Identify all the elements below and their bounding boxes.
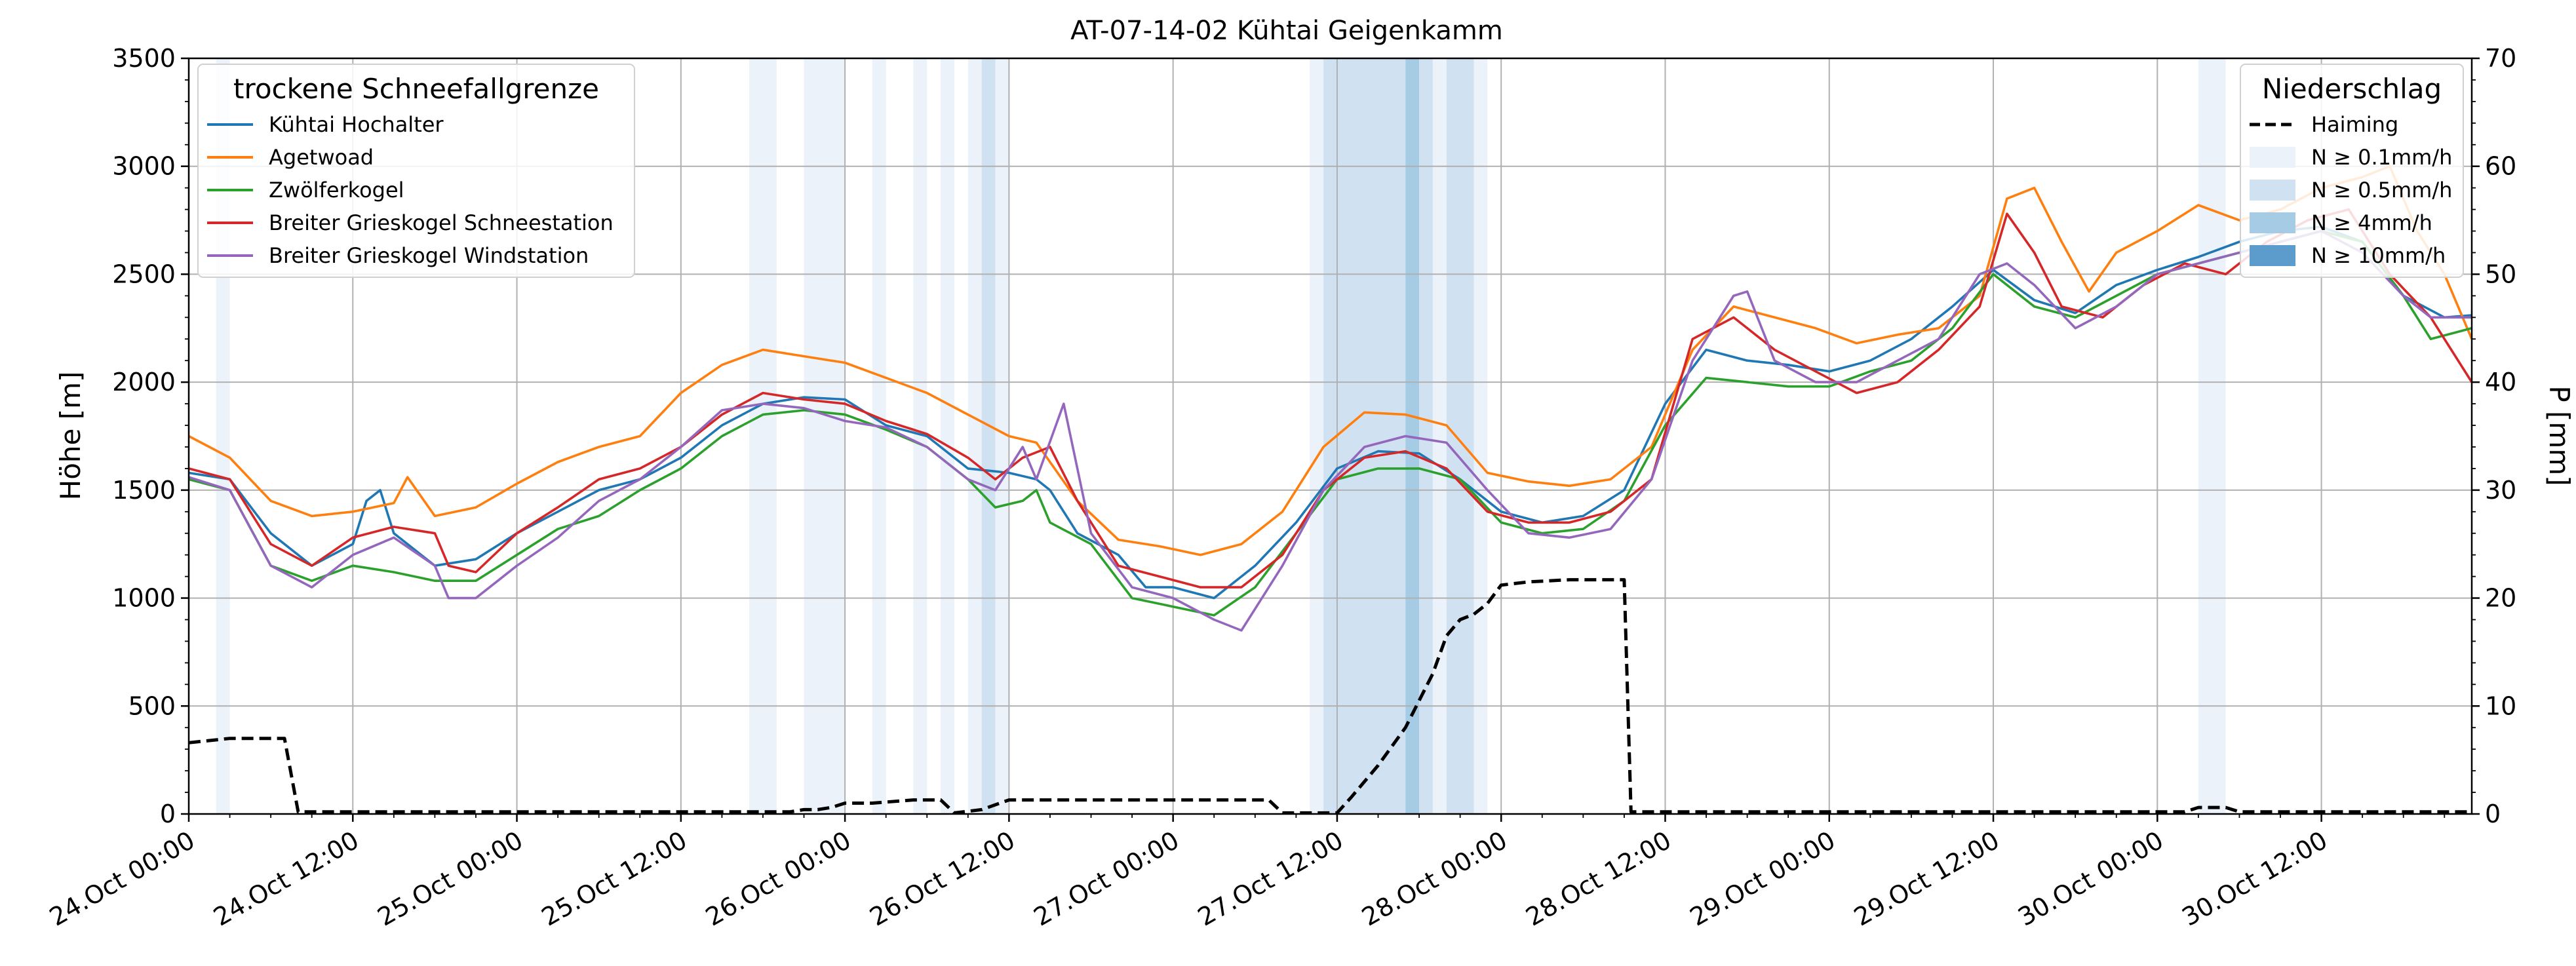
- precip-band-3: [872, 58, 886, 814]
- y-axis-right-label: P [mm]: [2543, 385, 2575, 486]
- precip-band-6: [967, 58, 982, 814]
- legend-entry-breiter-grieskogel-schneestation: Breiter Grieskogel Schneestation: [269, 210, 614, 235]
- precip-band-9: [1310, 58, 1324, 814]
- y-left-tick-label: 2500: [112, 260, 176, 288]
- x-tick-label: 30.Oct 12:00: [2177, 826, 2333, 932]
- legend-entry-band-2: N ≥ 0.5mm/h: [2311, 178, 2452, 203]
- y-left-tick-label: 500: [128, 691, 176, 720]
- legend-right-entries: Haiming N ≥ 0.1mm/h N ≥ 0.5mm/h N ≥ 4mm/h N …: [2250, 112, 2452, 268]
- y-left-tick-label: 3500: [112, 44, 176, 73]
- legend-entry-band-1: N ≥ 0.1mm/h: [2311, 145, 2452, 170]
- x-tick-label: 30.Oct 00:00: [2013, 826, 2168, 932]
- series-lines: [188, 164, 2473, 815]
- y-right-tick-label: 10: [2485, 691, 2516, 720]
- legend-entry-haiming: Haiming: [2311, 112, 2398, 137]
- legend-swatch-band-2: [2250, 180, 2295, 201]
- x-tick-label: 24.Oct 00:00: [45, 826, 200, 932]
- legend-left-frame: [197, 64, 635, 278]
- series-line-breiter-grieskogel-windstation: [188, 229, 2472, 632]
- legend-right-frame: [2240, 64, 2464, 278]
- legend-entry-breiter-grieskogel-windstation: Breiter Grieskogel Windstation: [269, 243, 589, 268]
- x-tick-label: 28.Oct 00:00: [1357, 826, 1512, 932]
- y-right-tick-label: 0: [2485, 800, 2501, 828]
- legend-entry-band-3: N ≥ 4mm/h: [2311, 210, 2432, 235]
- x-tick-label: 26.Oct 00:00: [701, 826, 856, 932]
- y-axis-left-label: Höhe [m]: [54, 372, 87, 501]
- x-tick-label: 27.Oct 00:00: [1029, 826, 1184, 932]
- y-right-tick-label: 50: [2485, 260, 2516, 288]
- series-line-agetwoad: [188, 164, 2473, 556]
- x-tick-label: 29.Oct 12:00: [1849, 826, 2004, 932]
- y-left-tick-label: 2000: [112, 368, 176, 396]
- legend-entry-kuhtai-hochalter: Kühtai Hochalter: [269, 112, 444, 137]
- precip-band-16: [2198, 58, 2226, 814]
- precip-band-2: [804, 58, 846, 814]
- y-left-tick-label: 1000: [112, 584, 176, 613]
- precip-band-7: [981, 58, 996, 814]
- precip-band-14: [1446, 58, 1474, 814]
- legend-right: Niederschlag Haiming N ≥ 0.1mm/h N ≥ 0.5mm…: [2240, 64, 2464, 278]
- x-tick-label: 25.Oct 12:00: [537, 826, 692, 932]
- y-left-tick-label: 0: [160, 800, 176, 828]
- y-right-tick-label: 20: [2485, 584, 2516, 613]
- precip-band-8: [995, 58, 1009, 814]
- x-tick-label: 27.Oct 12:00: [1193, 826, 1348, 932]
- x-tick-label: 26.Oct 12:00: [865, 826, 1020, 932]
- precip-band-5: [941, 58, 954, 814]
- y-right-tick-label: 70: [2485, 44, 2516, 73]
- y-left-tick-label: 1500: [112, 476, 176, 505]
- precip-band-4: [913, 58, 927, 814]
- legend-swatch-band-1: [2250, 147, 2295, 168]
- legend-entry-agetwoad: Agetwoad: [269, 145, 374, 170]
- y-right-tick-label: 40: [2485, 368, 2516, 396]
- chart-title: AT-07-14-02 Kühtai Geigenkamm: [1070, 16, 1503, 46]
- legend-swatch-band-4: [2250, 245, 2295, 266]
- precip-band-12: [1419, 58, 1433, 814]
- legend-left-title: trockene Schneefallgrenze: [233, 73, 599, 105]
- series-line-haiming: [188, 578, 2472, 815]
- precip-band-1: [749, 58, 777, 814]
- x-tick-label: 25.Oct 00:00: [373, 826, 528, 932]
- precip-band-13: [1432, 58, 1447, 814]
- plot-frame: [187, 57, 2473, 815]
- legend-entry-zwolferkogel: Zwölferkogel: [269, 178, 404, 203]
- y-right-tick-label: 30: [2485, 476, 2516, 505]
- legend-right-title: Niederschlag: [2262, 73, 2442, 105]
- precip-band-15: [1473, 58, 1488, 814]
- series-line-breiter-grieskogel-schneestation: [188, 208, 2473, 589]
- y-right-tick-label: 60: [2485, 152, 2516, 181]
- legend-left-entries: Kühtai Hochalter Agetwoad Zwölferkogel Brei…: [207, 112, 614, 268]
- precipitation-bands: [216, 58, 2226, 814]
- legend-swatch-band-3: [2250, 212, 2295, 233]
- legend-entry-band-4: N ≥ 10mm/h: [2311, 243, 2446, 268]
- y-left-tick-label: 3000: [112, 152, 176, 181]
- x-tick-label: 28.Oct 12:00: [1521, 826, 1676, 932]
- legend-left: trockene Schneefallgrenze Kühtai Hochalt…: [197, 64, 635, 278]
- x-tick-label: 29.Oct 00:00: [1685, 826, 1841, 932]
- x-tick-label: 24.Oct 12:00: [208, 826, 364, 932]
